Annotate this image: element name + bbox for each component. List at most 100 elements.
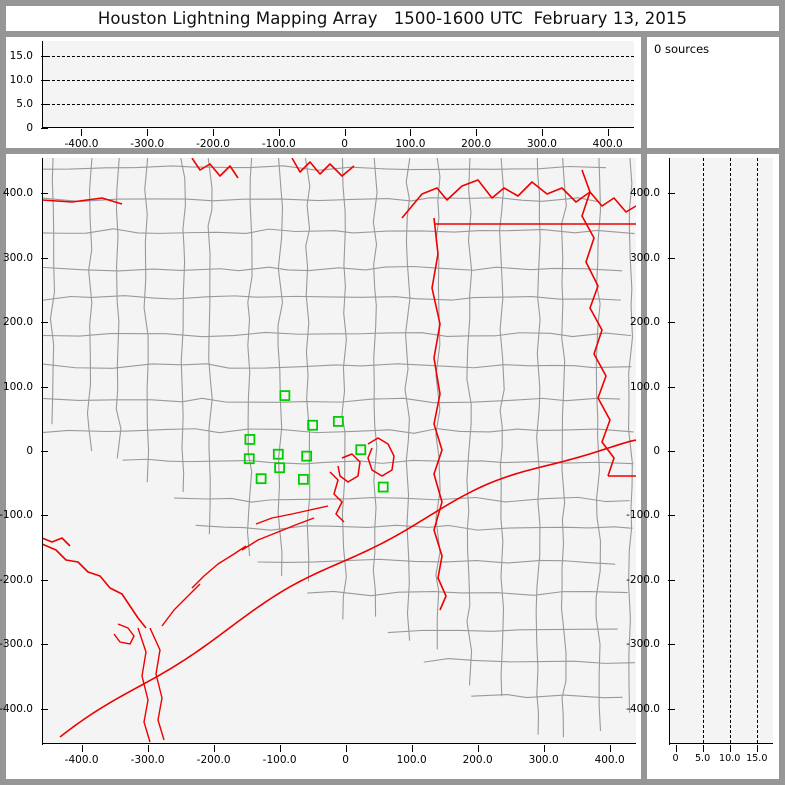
state-borders xyxy=(42,158,636,743)
plan-view-x-tick xyxy=(477,745,479,752)
plan-view-x-tick xyxy=(213,745,215,752)
altitude-distance-panel[interactable]: 0 5.0 10.0 15.0 400.0 300.0 200.0 100.0 0 -100.0 -… xyxy=(626,154,779,779)
time-height-panel[interactable]: 0 5.0 10.0 15.0 -400.0 -300.0 -200.0 -100.0 0 100… xyxy=(6,37,641,150)
altitude-y-tick xyxy=(668,515,675,517)
time-height-y-tick-label: 10.0 xyxy=(9,73,33,86)
plan-view-x-tick-label: 200.0 xyxy=(462,754,493,766)
county-border-line xyxy=(174,496,630,503)
plan-view-x-tick xyxy=(609,745,611,752)
plan-view-x-tick xyxy=(411,745,413,752)
plan-view-x-tick-label: 100.0 xyxy=(396,754,427,766)
altitude-y-tick xyxy=(668,708,675,710)
state-border-line xyxy=(255,505,329,525)
lma-station-marker[interactable] xyxy=(255,473,267,485)
plan-view-y-tick-label: 300.0 xyxy=(2,251,33,264)
county-border-line xyxy=(435,158,441,650)
altitude-distance-plot-area[interactable] xyxy=(669,158,773,744)
altitude-y-tick xyxy=(668,579,675,581)
plan-view-x-tick xyxy=(279,745,281,752)
time-height-x-tick-label: 0 xyxy=(341,138,348,150)
county-border-line xyxy=(471,693,623,699)
county-border-line xyxy=(277,158,284,576)
plan-view-x-tick-label: 0 xyxy=(342,754,349,766)
state-border-line xyxy=(59,439,636,738)
plan-view-x-tick xyxy=(345,745,347,752)
plan-view-y-tick xyxy=(41,386,48,388)
plan-view-map-panel[interactable]: -400.0 -300.0 -200.0 -100.0 0 100.0 200.0 300.0… xyxy=(0,154,641,779)
state-border-line xyxy=(42,197,123,205)
lma-station-marker[interactable] xyxy=(274,462,286,474)
state-border-line xyxy=(401,179,636,219)
plan-view-x-tick xyxy=(543,745,545,752)
county-border-line xyxy=(42,265,623,272)
sources-count-label: 0 sources xyxy=(654,42,710,56)
altitude-y-tick xyxy=(668,451,675,452)
county-border-line xyxy=(304,158,311,582)
lma-station-marker[interactable] xyxy=(307,419,319,431)
time-height-x-tick xyxy=(344,129,346,136)
altitude-y-tick xyxy=(668,644,675,646)
lma-station-marker[interactable] xyxy=(272,448,284,460)
altitude-y-tick-label: 400.0 xyxy=(629,187,660,200)
altitude-y-tick-label: -400.0 xyxy=(626,702,660,715)
time-height-y-tick xyxy=(41,79,48,81)
county-border-line xyxy=(49,158,56,425)
state-border-line xyxy=(149,627,165,741)
plan-view-plot-area[interactable] xyxy=(42,158,636,744)
time-height-x-tick-label: 100.0 xyxy=(395,138,426,150)
time-height-plot-area[interactable] xyxy=(42,41,634,128)
plan-view-y-tick-label: 100.0 xyxy=(2,380,33,393)
county-border-line xyxy=(246,158,253,557)
lma-station-markers xyxy=(243,390,389,493)
time-height-x-tick-label: -200.0 xyxy=(196,138,230,150)
state-border-line xyxy=(337,453,361,483)
altitude-x-tick xyxy=(729,745,731,752)
county-border-line xyxy=(42,331,632,338)
lma-station-marker[interactable] xyxy=(279,390,291,402)
time-height-y-tick xyxy=(41,103,48,105)
time-height-gridline xyxy=(42,79,634,81)
state-border-line xyxy=(42,537,71,547)
lma-station-marker[interactable] xyxy=(301,450,313,462)
altitude-y-tick-label: -200.0 xyxy=(626,573,660,586)
time-height-gridline xyxy=(42,55,634,57)
state-border-line xyxy=(329,471,345,523)
county-border-line xyxy=(466,158,473,686)
lma-station-marker[interactable] xyxy=(297,473,309,485)
altitude-y-tick-label: -300.0 xyxy=(626,638,660,651)
time-height-x-tick-label: 400.0 xyxy=(592,138,623,150)
page-title: Houston Lightning Mapping Array 1500-160… xyxy=(97,9,688,28)
plan-view-x-tick-label: -200.0 xyxy=(196,754,231,766)
lma-station-marker[interactable] xyxy=(244,434,256,445)
plan-view-y-tick-label: -400.0 xyxy=(0,702,33,715)
lma-station-marker[interactable] xyxy=(243,453,255,465)
altitude-x-tick xyxy=(702,745,704,752)
time-height-y-tick xyxy=(41,128,48,129)
lma-station-marker[interactable] xyxy=(332,415,344,427)
time-height-x-tick-label: 200.0 xyxy=(461,138,492,150)
plan-view-x-tick-label: 300.0 xyxy=(528,754,559,766)
plan-view-y-tick-label: -200.0 xyxy=(0,573,33,586)
county-border-line xyxy=(560,158,567,738)
plan-view-y-tick xyxy=(41,644,48,646)
county-border-line xyxy=(42,295,621,301)
plan-view-x-tick-label: 400.0 xyxy=(594,754,625,766)
time-height-x-tick xyxy=(278,129,280,136)
time-height-x-tick xyxy=(147,129,149,136)
altitude-y-tick xyxy=(668,386,675,388)
county-border-line xyxy=(307,590,628,597)
altitude-y-tick xyxy=(668,322,675,324)
county-border-line xyxy=(595,158,602,731)
altitude-gridline xyxy=(756,158,758,743)
time-height-x-tick xyxy=(476,129,478,136)
plan-view-x-tick-label: -400.0 xyxy=(64,754,99,766)
plan-view-x-tick-label: -300.0 xyxy=(130,754,165,766)
altitude-gridline xyxy=(729,158,731,743)
county-border-line xyxy=(257,558,616,565)
time-height-x-tick xyxy=(410,129,412,136)
state-border-line xyxy=(291,158,355,177)
lma-station-marker[interactable] xyxy=(377,481,389,493)
county-border-line xyxy=(42,228,635,235)
lma-station-marker[interactable] xyxy=(355,444,367,456)
